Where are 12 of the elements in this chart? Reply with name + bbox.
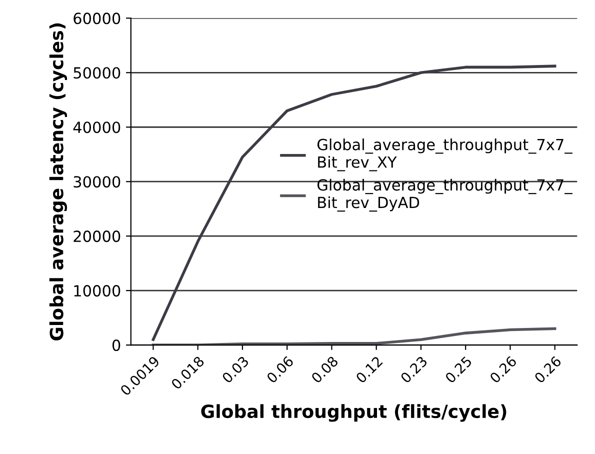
y-tick-label: 10000 <box>74 285 120 297</box>
legend-label: Global_average_throughput_7x7_ Bit_rev_XY <box>317 138 572 172</box>
y-tick-label: 0 <box>112 340 120 352</box>
x-axis-title: Global throughput (flits/cycle) <box>201 404 506 422</box>
y-axis-title: Global average latency (cycles) <box>49 23 68 340</box>
y-tick-label: 40000 <box>73 122 120 134</box>
legend-label: Global_average_throughput_7x7_ Bit_rev_DyAD <box>317 178 572 212</box>
y-tick-label: 50000 <box>74 67 120 79</box>
y-tick-label: 60000 <box>74 12 120 24</box>
line-series <box>152 327 556 346</box>
y-tick-label: 20000 <box>74 230 120 242</box>
y-tick-label: 30000 <box>74 176 120 188</box>
